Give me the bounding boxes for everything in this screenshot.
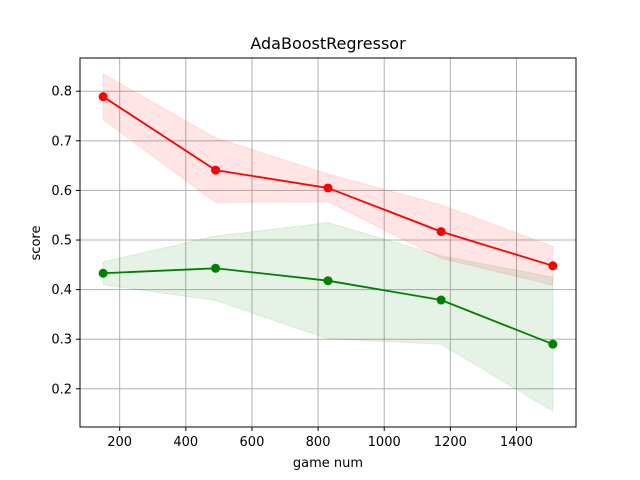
series-1-point — [211, 263, 221, 273]
x-tick-label: 1400 — [500, 435, 533, 450]
series-0-point — [323, 183, 333, 193]
x-tick-label: 1000 — [368, 435, 401, 450]
y-tick-label: 0.4 — [51, 283, 72, 298]
y-tick-label: 0.2 — [51, 382, 72, 397]
x-tick-label: 1200 — [434, 435, 467, 450]
x-axis-label: game num — [293, 456, 363, 471]
series-0-point — [211, 165, 221, 175]
plot-frame — [79, 57, 577, 428]
x-tick-label: 800 — [306, 435, 331, 450]
x-tick-label: 400 — [173, 435, 198, 450]
y-axis-ticks: 0.2 0.3 0.4 0.5 0.6 0.7 0.8 — [51, 85, 80, 397]
y-tick-label: 0.8 — [51, 85, 72, 100]
chart-title: AdaBoostRegressor — [250, 34, 406, 53]
x-tick-label: 600 — [240, 435, 265, 450]
series-points — [98, 92, 558, 349]
series-0-point — [548, 261, 558, 271]
x-axis-ticks: 200 400 600 800 1000 1200 1400 — [107, 427, 533, 450]
y-tick-label: 0.5 — [51, 234, 72, 249]
series-0-point — [98, 92, 108, 102]
y-tick-label: 0.6 — [51, 184, 72, 199]
y-tick-label: 0.3 — [51, 333, 72, 348]
grid-lines — [80, 58, 576, 427]
series-1-point — [436, 295, 446, 305]
series-1-point — [548, 339, 558, 349]
series-1-point — [323, 276, 333, 286]
y-axis-label: score — [29, 226, 44, 261]
x-tick-label: 200 — [107, 435, 132, 450]
series-0-point — [436, 227, 446, 237]
series-1-point — [98, 268, 108, 278]
y-tick-label: 0.7 — [51, 134, 72, 149]
